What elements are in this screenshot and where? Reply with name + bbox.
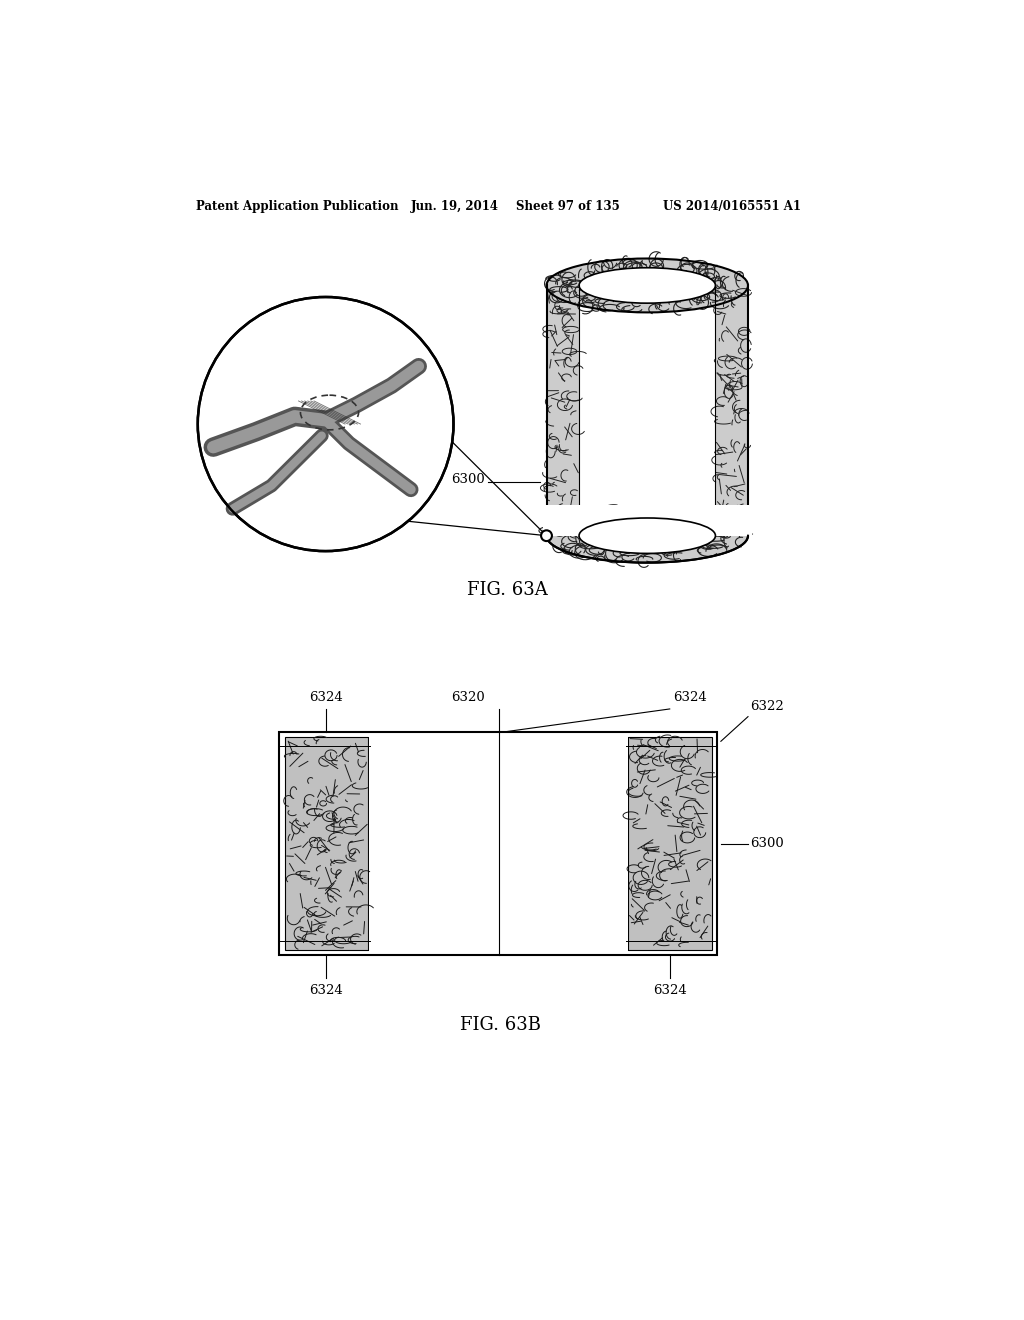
Text: 6322: 6322 (751, 700, 784, 713)
FancyBboxPatch shape (579, 285, 716, 536)
Text: 6304: 6304 (286, 445, 319, 458)
Text: 6302: 6302 (212, 360, 246, 372)
Ellipse shape (579, 517, 716, 553)
Text: Sheet 97 of 135: Sheet 97 of 135 (515, 199, 620, 213)
Bar (280, 733, 717, 956)
FancyBboxPatch shape (716, 285, 748, 536)
Circle shape (198, 297, 454, 552)
FancyBboxPatch shape (547, 285, 579, 536)
Text: Jun. 19, 2014: Jun. 19, 2014 (411, 199, 499, 213)
Ellipse shape (579, 268, 716, 304)
Text: US 2014/0165551 A1: US 2014/0165551 A1 (663, 199, 801, 213)
Text: 6306: 6306 (325, 360, 358, 372)
Text: 6324: 6324 (309, 983, 343, 997)
Bar (369, 738, 628, 950)
FancyBboxPatch shape (543, 506, 752, 536)
Bar (285, 738, 369, 950)
Text: Patent Application Publication: Patent Application Publication (197, 199, 398, 213)
Text: 6308: 6308 (336, 463, 370, 477)
Ellipse shape (547, 508, 748, 562)
Text: 6300: 6300 (451, 473, 484, 486)
Text: 6324: 6324 (653, 983, 687, 997)
Text: FIG. 63B: FIG. 63B (460, 1015, 541, 1034)
Text: FIG. 63A: FIG. 63A (467, 581, 548, 598)
Bar (628, 738, 712, 950)
Text: 6324: 6324 (309, 690, 343, 704)
Text: 6300: 6300 (751, 837, 784, 850)
Text: 6324: 6324 (674, 690, 708, 704)
FancyBboxPatch shape (543, 506, 752, 536)
Ellipse shape (547, 259, 748, 313)
Circle shape (541, 531, 552, 541)
Text: 6320: 6320 (452, 690, 485, 704)
